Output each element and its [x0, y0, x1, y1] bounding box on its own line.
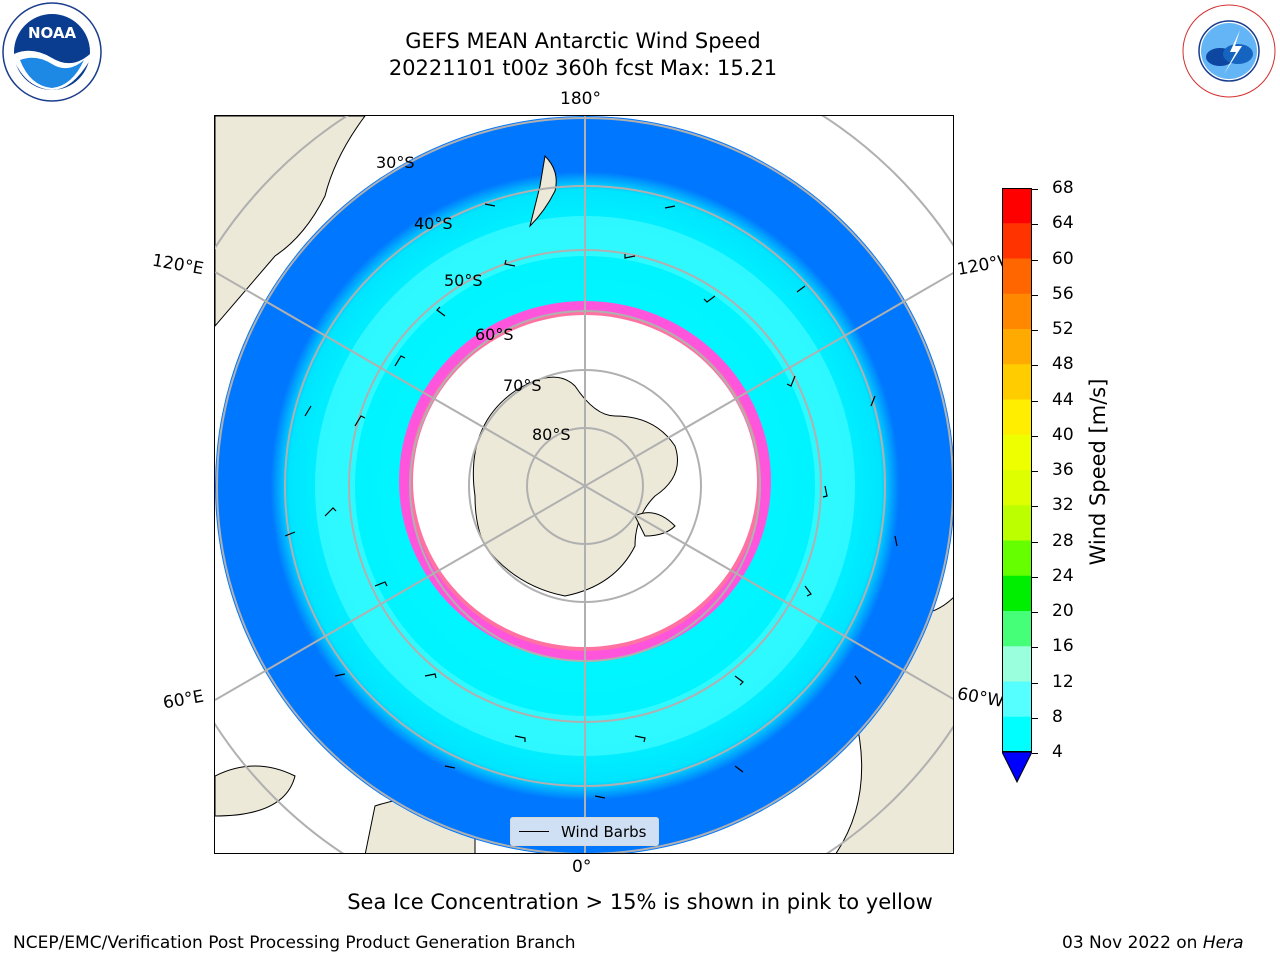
- colorbar-segment: [1002, 470, 1032, 506]
- colorbar-segment: [1002, 329, 1032, 365]
- colorbar-tick-mark: [1032, 647, 1038, 649]
- colorbar-segment: [1002, 505, 1032, 541]
- colorbar-tick-mark: [1032, 435, 1038, 437]
- colorbar-tick-mark: [1032, 294, 1038, 296]
- colorbar-tick-label: 32: [1052, 495, 1074, 516]
- colorbar-tick-label: 24: [1052, 565, 1074, 586]
- colorbar-tick-mark: [1032, 753, 1038, 754]
- noaa-logo: NOAA: [2, 2, 102, 102]
- footer-credit: NCEP/EMC/Verification Post Processing Pr…: [13, 933, 576, 953]
- colorbar-segment: [1002, 223, 1032, 259]
- colorbar-segment: [1002, 681, 1032, 718]
- colorbar-tick-mark: [1032, 612, 1038, 613]
- colorbar-tick-mark: [1032, 717, 1038, 719]
- colorbar-tick-label: 44: [1052, 389, 1074, 410]
- colorbar-under-triangle: [1001, 751, 1033, 784]
- footer-date: 03 Nov 2022 on Hera: [1062, 933, 1244, 953]
- colorbar-tick-mark: [1032, 576, 1038, 578]
- lon-label-60w: 60°W: [955, 684, 1006, 712]
- colorbar-segment: [1002, 188, 1032, 224]
- colorbar-tick-mark: [1032, 224, 1038, 226]
- lat-label-40s: 40°S: [414, 214, 453, 233]
- lon-label-120e: 120°E: [150, 250, 206, 280]
- footer-host: Hera: [1202, 933, 1244, 953]
- chart-title: GEFS MEAN Antarctic Wind Speed: [405, 29, 761, 53]
- svg-text:NOAA: NOAA: [28, 24, 77, 42]
- colorbar-tick-mark: [1032, 682, 1038, 684]
- colorbar-tick-label: 68: [1052, 178, 1074, 198]
- legend-label: Wind Barbs: [561, 822, 647, 841]
- wind-barbs: [284, 203, 898, 799]
- colorbar-tick-mark: [1032, 506, 1038, 508]
- lon-label-180: 180°: [560, 89, 601, 109]
- lon-label-60e: 60°E: [161, 686, 206, 714]
- colorbar-tick-label: 16: [1052, 636, 1074, 657]
- colorbar-segment: [1002, 716, 1032, 753]
- colorbar-tick-label: 60: [1052, 248, 1074, 269]
- colorbar-svg: [1001, 188, 1033, 784]
- colorbar-tick-mark: [1032, 471, 1038, 472]
- colorbar-tick-label: 52: [1052, 319, 1074, 339]
- colorbar-tick-mark: [1032, 365, 1038, 367]
- colorbar-segment: [1002, 540, 1032, 577]
- map-legend: Wind Barbs: [510, 817, 659, 846]
- colorbar-tick-label: 56: [1052, 283, 1074, 304]
- colorbar-tick-label: 20: [1052, 601, 1074, 621]
- colorbar-tick-mark: [1032, 400, 1038, 402]
- sea-ice-note: Sea Ice Concentration > 15% is shown in …: [347, 890, 933, 914]
- map-frame: [214, 115, 954, 854]
- colorbar: [1001, 188, 1033, 784]
- land-australia: [215, 116, 366, 327]
- colorbar-tick-mark: [1032, 541, 1038, 543]
- colorbar-tick-mark: [1032, 259, 1038, 261]
- colorbar-tick-mark: [1032, 330, 1038, 331]
- colorbar-segment: [1002, 646, 1032, 682]
- colorbar-tick-label: 36: [1052, 460, 1074, 480]
- colorbar-tick-mark: [1032, 189, 1038, 190]
- colorbar-segment: [1002, 399, 1032, 436]
- lon-label-0: 0°: [572, 857, 592, 877]
- lat-label-50s: 50°S: [444, 271, 483, 290]
- colorbar-tick-label: 48: [1052, 354, 1074, 375]
- colorbar-segment: [1002, 434, 1032, 471]
- polar-map: [215, 116, 953, 853]
- legend-line-icon: [519, 830, 549, 833]
- land-new-zealand: [529, 154, 557, 228]
- colorbar-segment: [1002, 293, 1032, 330]
- colorbar-tick-label: 28: [1052, 530, 1074, 551]
- chart-subtitle: 20221101 t00z 360h fcst Max: 15.21: [388, 56, 778, 80]
- colorbar-tick-label: 40: [1052, 424, 1074, 445]
- lat-label-30s: 30°S: [376, 153, 415, 172]
- colorbar-segment: [1002, 364, 1032, 400]
- land-africa: [215, 765, 296, 817]
- colorbar-tick-label: 4: [1052, 742, 1063, 762]
- lat-label-80s: 80°S: [532, 425, 571, 444]
- colorbar-label: Wind Speed [m/s]: [1086, 378, 1110, 566]
- lat-label-60s: 60°S: [475, 325, 514, 344]
- colorbar-tick-label: 12: [1052, 671, 1074, 692]
- meridians: [215, 116, 953, 853]
- land-antarctic-peninsula: [634, 512, 676, 537]
- colorbar-tick-label: 64: [1052, 213, 1074, 234]
- lat-label-70s: 70°S: [503, 376, 542, 395]
- colorbar-ticks: 68 64 60 56 52 48 44 40 36 32 28 24 20 16 12 8 4: [1032, 178, 1080, 778]
- colorbar-border: [1002, 188, 1032, 752]
- colorbar-segment: [1002, 258, 1032, 295]
- nws-logo: [1180, 2, 1278, 100]
- colorbar-segment: [1002, 611, 1032, 647]
- colorbar-segment: [1002, 575, 1032, 612]
- colorbar-tick-label: 8: [1052, 706, 1063, 727]
